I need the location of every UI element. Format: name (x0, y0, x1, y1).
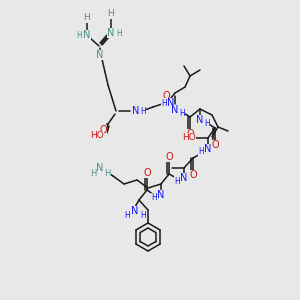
Text: O: O (165, 152, 173, 162)
Text: H: H (104, 169, 110, 178)
Text: O: O (162, 91, 170, 101)
Text: H: H (90, 169, 96, 178)
Text: O: O (99, 125, 107, 135)
Text: O: O (211, 140, 219, 150)
Text: H: H (151, 194, 157, 202)
Text: H: H (116, 28, 122, 38)
Text: N: N (167, 98, 174, 108)
Text: HO: HO (90, 131, 104, 140)
Text: O: O (189, 170, 197, 180)
Text: N: N (83, 30, 91, 40)
Text: N: N (157, 190, 165, 200)
Text: N: N (96, 163, 104, 173)
Text: O: O (186, 129, 194, 139)
Text: H: H (84, 14, 90, 22)
Text: H: H (140, 212, 146, 220)
Text: N: N (196, 115, 204, 125)
Text: N: N (132, 106, 140, 116)
Text: N: N (171, 105, 179, 115)
Text: N: N (131, 206, 139, 216)
Text: N: N (204, 144, 212, 154)
Text: H: H (140, 106, 146, 116)
Text: H: H (174, 176, 180, 185)
Text: H: H (106, 10, 113, 19)
Text: H: H (198, 148, 204, 157)
Text: H: H (124, 212, 130, 220)
Text: H: H (204, 118, 210, 127)
Text: N: N (107, 28, 115, 38)
Text: H: H (179, 109, 185, 118)
Text: N: N (96, 50, 104, 60)
Text: O: O (143, 168, 151, 178)
Text: N: N (180, 173, 188, 183)
Text: HO: HO (182, 134, 196, 142)
Text: H: H (76, 31, 82, 40)
Text: H: H (161, 98, 167, 107)
